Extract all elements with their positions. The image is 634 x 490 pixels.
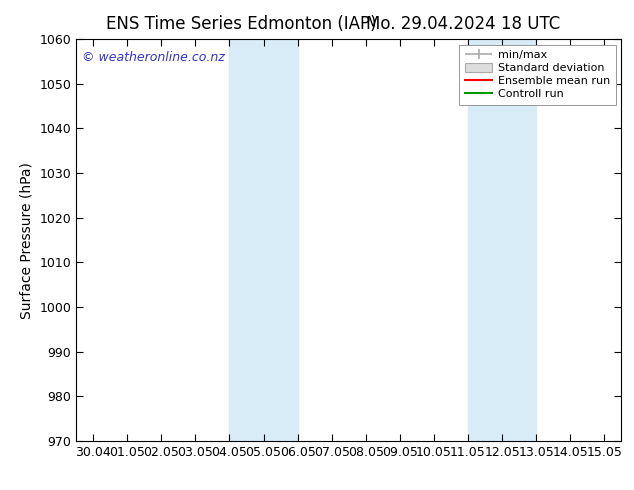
Text: ENS Time Series Edmonton (IAP): ENS Time Series Edmonton (IAP) (106, 15, 376, 33)
Legend: min/max, Standard deviation, Ensemble mean run, Controll run: min/max, Standard deviation, Ensemble me… (459, 45, 616, 105)
Y-axis label: Surface Pressure (hPa): Surface Pressure (hPa) (20, 162, 34, 318)
Text: Mo. 29.04.2024 18 UTC: Mo. 29.04.2024 18 UTC (366, 15, 560, 33)
Text: © weatheronline.co.nz: © weatheronline.co.nz (82, 51, 224, 64)
Bar (230, 39, 297, 441)
Bar (468, 39, 536, 441)
